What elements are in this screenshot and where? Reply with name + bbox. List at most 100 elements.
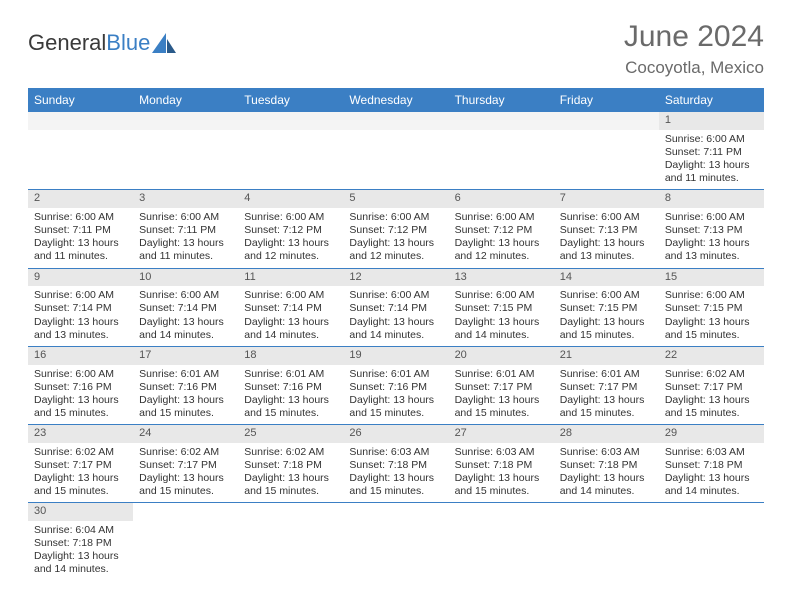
calendar-day-cell: 15Sunrise: 6:00 AMSunset: 7:15 PMDayligh… [659, 268, 764, 346]
daylight-text-2: and 12 minutes. [244, 250, 337, 263]
sunset-text: Sunset: 7:18 PM [244, 459, 337, 472]
sunset-text: Sunset: 7:14 PM [139, 302, 232, 315]
sunset-text: Sunset: 7:18 PM [560, 459, 653, 472]
daylight-text-2: and 15 minutes. [349, 485, 442, 498]
calendar-day-cell: 2Sunrise: 6:00 AMSunset: 7:11 PMDaylight… [28, 190, 133, 268]
sunrise-text: Sunrise: 6:01 AM [349, 368, 442, 381]
daylight-text-1: Daylight: 13 hours [665, 316, 758, 329]
daylight-text-2: and 14 minutes. [455, 329, 548, 342]
sunrise-text: Sunrise: 6:03 AM [455, 446, 548, 459]
sunrise-text: Sunrise: 6:00 AM [244, 289, 337, 302]
daylight-text-1: Daylight: 13 hours [139, 316, 232, 329]
sunrise-text: Sunrise: 6:00 AM [244, 211, 337, 224]
calendar-day-cell [343, 503, 448, 581]
empty-day [133, 112, 238, 130]
daylight-text-2: and 15 minutes. [349, 407, 442, 420]
weekday-header: Saturday [659, 88, 764, 112]
sunrise-text: Sunrise: 6:03 AM [560, 446, 653, 459]
daylight-text-2: and 15 minutes. [665, 329, 758, 342]
calendar-day-cell [133, 503, 238, 581]
daylight-text-1: Daylight: 13 hours [139, 237, 232, 250]
daylight-text-1: Daylight: 13 hours [665, 394, 758, 407]
sunset-text: Sunset: 7:17 PM [665, 381, 758, 394]
calendar-day-cell: 12Sunrise: 6:00 AMSunset: 7:14 PMDayligh… [343, 268, 448, 346]
logo-text-1: General [28, 30, 106, 56]
header: GeneralBlue June 2024 Cocoyotla, Mexico [28, 20, 764, 78]
day-details: Sunrise: 6:00 AMSunset: 7:14 PMDaylight:… [133, 286, 238, 346]
calendar-day-cell [554, 112, 659, 190]
day-details: Sunrise: 6:00 AMSunset: 7:11 PMDaylight:… [28, 208, 133, 268]
daylight-text-1: Daylight: 13 hours [34, 394, 127, 407]
daylight-text-2: and 11 minutes. [139, 250, 232, 263]
daylight-text-2: and 15 minutes. [139, 485, 232, 498]
calendar-day-cell: 22Sunrise: 6:02 AMSunset: 7:17 PMDayligh… [659, 346, 764, 424]
weekday-header: Friday [554, 88, 659, 112]
sunset-text: Sunset: 7:18 PM [349, 459, 442, 472]
daylight-text-2: and 11 minutes. [665, 172, 758, 185]
sunrise-text: Sunrise: 6:02 AM [665, 368, 758, 381]
calendar-day-cell: 19Sunrise: 6:01 AMSunset: 7:16 PMDayligh… [343, 346, 448, 424]
calendar-day-cell: 23Sunrise: 6:02 AMSunset: 7:17 PMDayligh… [28, 425, 133, 503]
sunset-text: Sunset: 7:15 PM [560, 302, 653, 315]
calendar-day-cell [28, 112, 133, 190]
day-number: 10 [133, 269, 238, 287]
daylight-text-2: and 15 minutes. [139, 407, 232, 420]
day-number: 12 [343, 269, 448, 287]
sunrise-text: Sunrise: 6:03 AM [665, 446, 758, 459]
day-details: Sunrise: 6:00 AMSunset: 7:15 PMDaylight:… [449, 286, 554, 346]
daylight-text-1: Daylight: 13 hours [349, 316, 442, 329]
weekday-header: Wednesday [343, 88, 448, 112]
day-number: 23 [28, 425, 133, 443]
sunrise-text: Sunrise: 6:00 AM [139, 289, 232, 302]
day-number: 27 [449, 425, 554, 443]
sunrise-text: Sunrise: 6:00 AM [34, 289, 127, 302]
weekday-header: Tuesday [238, 88, 343, 112]
day-details: Sunrise: 6:00 AMSunset: 7:16 PMDaylight:… [28, 365, 133, 425]
sunset-text: Sunset: 7:12 PM [244, 224, 337, 237]
calendar-day-cell: 1Sunrise: 6:00 AMSunset: 7:11 PMDaylight… [659, 112, 764, 190]
day-details: Sunrise: 6:00 AMSunset: 7:12 PMDaylight:… [238, 208, 343, 268]
sunrise-text: Sunrise: 6:00 AM [665, 211, 758, 224]
sunrise-text: Sunrise: 6:00 AM [34, 211, 127, 224]
sunset-text: Sunset: 7:17 PM [560, 381, 653, 394]
day-number: 1 [659, 112, 764, 130]
daylight-text-1: Daylight: 13 hours [665, 159, 758, 172]
calendar-week-row: 9Sunrise: 6:00 AMSunset: 7:14 PMDaylight… [28, 268, 764, 346]
daylight-text-2: and 12 minutes. [455, 250, 548, 263]
sunrise-text: Sunrise: 6:03 AM [349, 446, 442, 459]
calendar-day-cell: 18Sunrise: 6:01 AMSunset: 7:16 PMDayligh… [238, 346, 343, 424]
daylight-text-1: Daylight: 13 hours [34, 472, 127, 485]
calendar-day-cell: 27Sunrise: 6:03 AMSunset: 7:18 PMDayligh… [449, 425, 554, 503]
sunrise-text: Sunrise: 6:02 AM [34, 446, 127, 459]
sunrise-text: Sunrise: 6:00 AM [139, 211, 232, 224]
title-block: June 2024 Cocoyotla, Mexico [624, 20, 764, 78]
calendar-table: Sunday Monday Tuesday Wednesday Thursday… [28, 88, 764, 581]
calendar-day-cell: 5Sunrise: 6:00 AMSunset: 7:12 PMDaylight… [343, 190, 448, 268]
sunset-text: Sunset: 7:11 PM [34, 224, 127, 237]
daylight-text-1: Daylight: 13 hours [34, 550, 127, 563]
day-number: 19 [343, 347, 448, 365]
sunset-text: Sunset: 7:17 PM [455, 381, 548, 394]
day-details: Sunrise: 6:02 AMSunset: 7:18 PMDaylight:… [238, 443, 343, 503]
weekday-header: Thursday [449, 88, 554, 112]
day-number: 13 [449, 269, 554, 287]
calendar-day-cell [133, 112, 238, 190]
calendar-day-cell: 7Sunrise: 6:00 AMSunset: 7:13 PMDaylight… [554, 190, 659, 268]
day-number: 17 [133, 347, 238, 365]
day-details: Sunrise: 6:00 AMSunset: 7:15 PMDaylight:… [659, 286, 764, 346]
day-details: Sunrise: 6:01 AMSunset: 7:16 PMDaylight:… [133, 365, 238, 425]
day-number: 28 [554, 425, 659, 443]
calendar-day-cell: 17Sunrise: 6:01 AMSunset: 7:16 PMDayligh… [133, 346, 238, 424]
sunrise-text: Sunrise: 6:04 AM [34, 524, 127, 537]
daylight-text-2: and 15 minutes. [560, 407, 653, 420]
day-details: Sunrise: 6:00 AMSunset: 7:14 PMDaylight:… [238, 286, 343, 346]
calendar-day-cell [659, 503, 764, 581]
calendar-day-cell: 14Sunrise: 6:00 AMSunset: 7:15 PMDayligh… [554, 268, 659, 346]
sunrise-text: Sunrise: 6:00 AM [665, 289, 758, 302]
calendar-week-row: 16Sunrise: 6:00 AMSunset: 7:16 PMDayligh… [28, 346, 764, 424]
day-number: 16 [28, 347, 133, 365]
sunrise-text: Sunrise: 6:01 AM [560, 368, 653, 381]
weekday-header-row: Sunday Monday Tuesday Wednesday Thursday… [28, 88, 764, 112]
daylight-text-1: Daylight: 13 hours [560, 394, 653, 407]
day-details: Sunrise: 6:00 AMSunset: 7:13 PMDaylight:… [554, 208, 659, 268]
